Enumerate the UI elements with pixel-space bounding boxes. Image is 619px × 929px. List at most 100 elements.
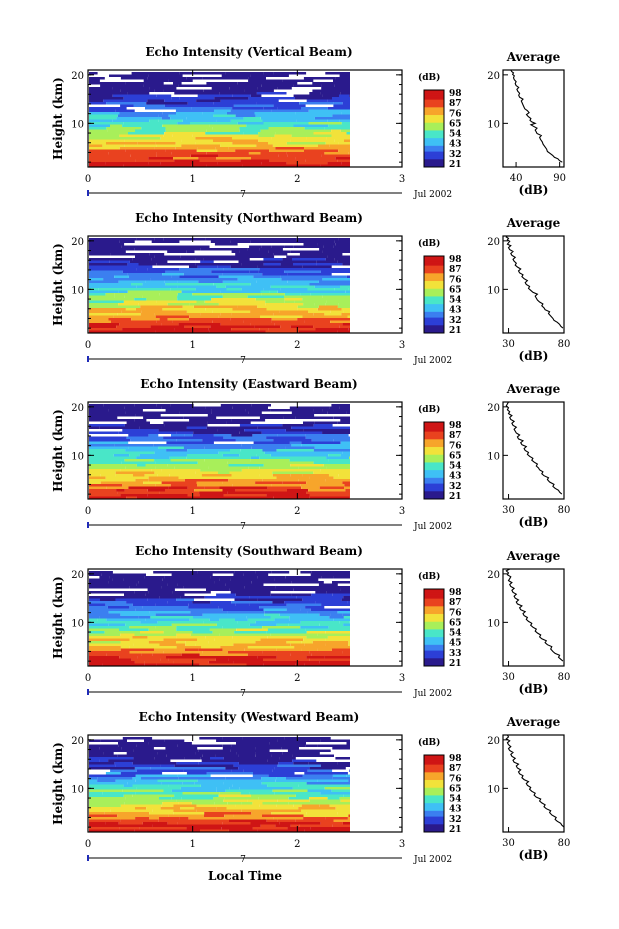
heatmap-cell: [120, 104, 134, 107]
heatmap-cell: [319, 248, 350, 251]
colorbar-segment: [424, 437, 444, 440]
heatmap-cell: [245, 409, 271, 412]
heatmap-cell: [162, 328, 175, 331]
heatmap-cell: [249, 596, 297, 599]
heatmap-cell: [218, 315, 260, 318]
heatmap-cell: [165, 127, 213, 130]
heatmap-cell: [103, 99, 148, 102]
heatmap-cell: [229, 646, 248, 649]
colorbar-segment: [424, 163, 444, 166]
heatmap-cell: [200, 248, 248, 251]
heatmap-cell: [349, 94, 350, 97]
heatmap-cell: [210, 240, 231, 243]
x-tick-label: 2: [294, 673, 300, 684]
heatmap-cell: [153, 571, 198, 574]
heatmap-cell: [136, 285, 178, 288]
heatmap-cell: [174, 466, 209, 469]
heatmap-cell: [339, 797, 350, 800]
colorbar-label: 65: [449, 451, 462, 461]
heatmap-cell: [241, 809, 265, 812]
plot-frame: [87, 69, 403, 168]
colorbar-label: 76: [449, 608, 462, 618]
colorbar-segment: [424, 772, 444, 775]
heatmap-cell: [237, 152, 249, 155]
heatmap-cell: [165, 149, 197, 152]
y-tick-label: 10: [71, 119, 84, 130]
heatmap-cell: [89, 782, 128, 785]
heatmap-cell: [286, 152, 307, 155]
heatmap-cell: [89, 132, 128, 135]
heatmap-cell: [209, 628, 237, 631]
profile-x-label: (dB): [519, 515, 549, 529]
heatmap-cell: [89, 606, 108, 609]
heatmap-cell: [89, 822, 106, 825]
heatmap-cell: [250, 822, 280, 825]
heatmap-cell: [208, 104, 234, 107]
heatmap-cell: [275, 779, 318, 782]
colorbar-segment: [424, 646, 444, 650]
heatmap-cell: [303, 303, 315, 306]
heatmap-cell: [325, 303, 338, 306]
heatmap-cell: [100, 481, 144, 484]
heatmap-cell: [309, 799, 324, 802]
heatmap-cell: [161, 323, 179, 326]
heatmap-cell: [211, 298, 256, 301]
heatmap-cell: [186, 772, 207, 775]
heatmap-cell: [275, 461, 314, 464]
heatmap-cell: [244, 89, 274, 92]
heatmap-cell: [89, 591, 135, 594]
heatmap-cell: [284, 737, 331, 740]
colorbar-segment: [424, 658, 444, 661]
heatmap-cell: [261, 245, 272, 248]
profile-x-tick-label: 30: [502, 339, 515, 350]
heatmap-cell: [126, 421, 150, 424]
heatmap-cell: [187, 486, 205, 489]
heatmap-cell: [176, 626, 223, 629]
x-tick-label: 1: [189, 673, 195, 684]
heatmap-cell: [162, 124, 210, 127]
heatmap-cell: [179, 97, 215, 100]
colorbar-segment: [424, 755, 444, 758]
profile-x-label: (dB): [519, 682, 549, 696]
heatmap-cell: [135, 159, 174, 162]
heatmap-cell: [164, 424, 208, 427]
colorbar-segment: [424, 656, 444, 659]
colorbar-segment: [424, 275, 444, 278]
heatmap-cell: [89, 784, 124, 787]
heatmap-cell: [223, 782, 262, 785]
heatmap-cell: [133, 749, 180, 752]
heatmap-cell: [89, 489, 117, 492]
heatmap-cell: [89, 149, 126, 152]
heatmap-cell: [154, 89, 164, 92]
colorbar-segment: [424, 644, 444, 648]
heatmap-cell: [162, 802, 179, 805]
heatmap-cell: [317, 633, 350, 636]
heatmap-cell: [127, 290, 165, 293]
heatmap-cell: [200, 469, 242, 472]
heatmap-cell: [124, 489, 148, 492]
heatmap-cell: [327, 444, 350, 447]
heatmap-cell: [269, 159, 306, 162]
heatmap-cell: [204, 814, 225, 817]
heatmap-cell: [290, 325, 314, 328]
heatmap-cell: [235, 618, 248, 621]
heatmap-cell: [132, 603, 155, 606]
colorbar-segment: [424, 292, 444, 295]
heatmap-cell: [303, 132, 314, 135]
heatmap-cell: [331, 404, 350, 407]
heatmap-cell: [248, 97, 295, 100]
heatmap-cell: [207, 414, 253, 417]
heatmap-cell: [323, 245, 334, 248]
heatmap-cell: [198, 157, 217, 160]
heatmap-cell: [218, 794, 252, 797]
heatmap-cell: [231, 419, 266, 422]
heatmap-cell: [159, 491, 200, 494]
colorbar-unit: (dB): [418, 404, 440, 415]
heatmap-cell: [240, 255, 275, 258]
heatmap-cell: [262, 479, 299, 482]
heatmap-cell: [280, 288, 308, 291]
heatmap-cell: [89, 124, 110, 127]
heatmap-cell: [250, 240, 297, 243]
heatmap-cell: [176, 636, 206, 639]
